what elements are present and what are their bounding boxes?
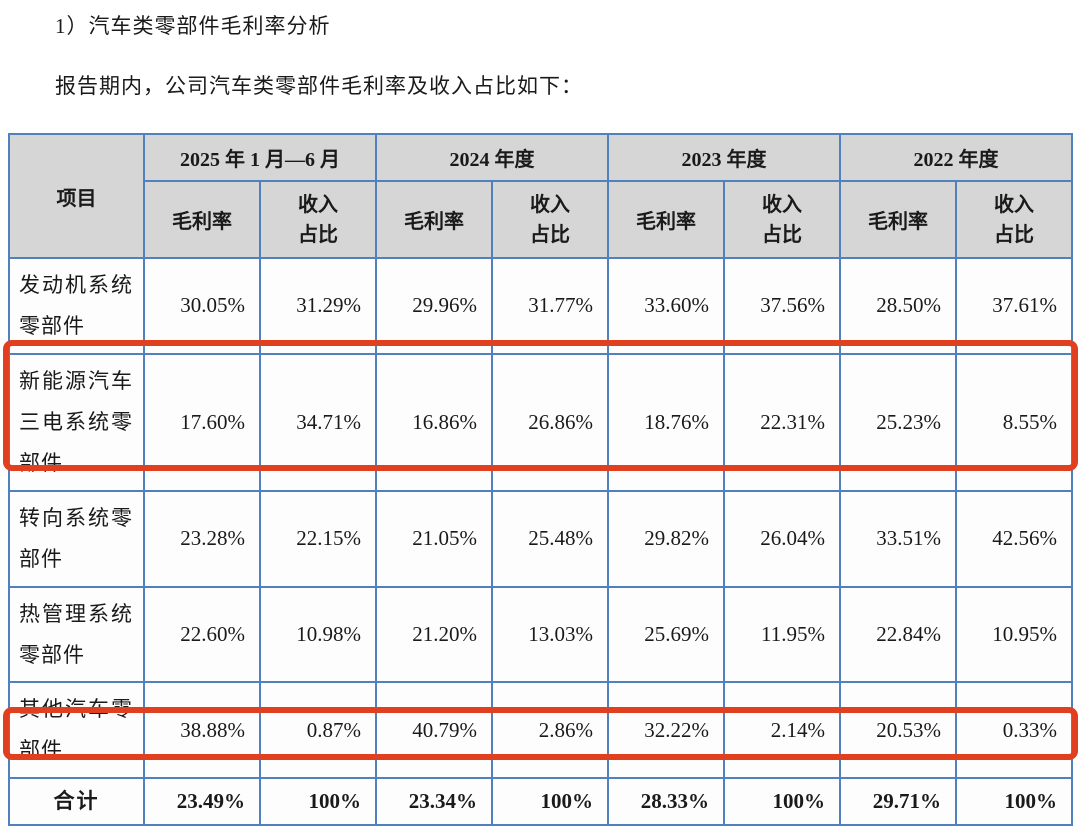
cell-value: 17.60% <box>143 352 261 492</box>
cell-value: 29.82% <box>607 489 725 588</box>
cell-value: 22.60% <box>143 585 261 684</box>
table-row-other-parts: 其他汽车零部件 38.88% 0.87% 40.79% 2.86% 32.22%… <box>8 681 1073 780</box>
cell-value: 100% <box>955 777 1073 826</box>
cell-value: 29.96% <box>375 257 493 355</box>
row-label: 转向系统零部件 <box>8 489 145 588</box>
cell-value: 21.20% <box>375 585 493 684</box>
col-header-item: 项目 <box>8 133 145 259</box>
cell-value: 33.60% <box>607 257 725 355</box>
cell-value: 22.31% <box>723 352 841 492</box>
header-row-periods: 项目 2025 年 1 月—6 月 2024 年度 2023 年度 2022 年… <box>8 133 1073 259</box>
col-header-period-2025h1: 2025 年 1 月—6 月 <box>143 133 377 182</box>
cell-value: 0.33% <box>955 681 1073 780</box>
col-header-revenue-share-2022: 收入 占比 <box>955 180 1073 259</box>
cell-value: 100% <box>723 777 841 826</box>
row-label: 热管理系统零部件 <box>8 585 145 684</box>
cell-value: 37.61% <box>955 257 1073 355</box>
cell-value: 100% <box>491 777 609 826</box>
cell-value: 22.84% <box>839 585 957 684</box>
cell-value: 11.95% <box>723 585 841 684</box>
cell-value: 13.03% <box>491 585 609 684</box>
col-header-revenue-share-2023: 收入 占比 <box>723 180 841 259</box>
col-header-gross-margin-2024: 毛利率 <box>375 180 493 259</box>
col-header-revenue-share-2025h1: 收入 占比 <box>259 180 377 259</box>
cell-value: 38.88% <box>143 681 261 780</box>
cell-value: 10.95% <box>955 585 1073 684</box>
row-label-total: 合计 <box>8 777 145 826</box>
cell-value: 28.50% <box>839 257 957 355</box>
cell-value: 100% <box>259 777 377 826</box>
col-header-period-2022: 2022 年度 <box>839 133 1073 182</box>
cell-value: 30.05% <box>143 257 261 355</box>
cell-value: 26.04% <box>723 489 841 588</box>
cell-value: 23.49% <box>143 777 261 826</box>
cell-value: 25.48% <box>491 489 609 588</box>
table-row-thermal-parts: 热管理系统零部件 22.60% 10.98% 21.20% 13.03% 25.… <box>8 585 1073 684</box>
cell-value: 18.76% <box>607 352 725 492</box>
col-header-gross-margin-2023: 毛利率 <box>607 180 725 259</box>
cell-value: 25.23% <box>839 352 957 492</box>
col-header-gross-margin-2025h1: 毛利率 <box>143 180 261 259</box>
cell-value: 2.14% <box>723 681 841 780</box>
cell-value: 34.71% <box>259 352 377 492</box>
header-row-metrics: 毛利率 收入 占比 毛利率 收入 占比 毛利率 收入 占比 毛利率 收入 占比 <box>9 180 1073 259</box>
row-label: 发动机系统零部件 <box>8 257 145 355</box>
cell-value: 16.86% <box>375 352 493 492</box>
cell-value: 0.87% <box>259 681 377 780</box>
cell-value: 23.34% <box>375 777 493 826</box>
cell-value: 28.33% <box>607 777 725 826</box>
col-header-gross-margin-2022: 毛利率 <box>839 180 957 259</box>
table-row-nev-parts: 新能源汽车三电系统零部件 17.60% 34.71% 16.86% 26.86%… <box>8 352 1073 492</box>
cell-value: 22.15% <box>259 489 377 588</box>
cell-value: 23.28% <box>143 489 261 588</box>
row-label: 新能源汽车三电系统零部件 <box>8 352 145 492</box>
row-label: 其他汽车零部件 <box>8 681 145 780</box>
cell-value: 33.51% <box>839 489 957 588</box>
table-row-engine-parts: 发动机系统零部件 30.05% 31.29% 29.96% 31.77% 33.… <box>8 257 1073 355</box>
cell-value: 20.53% <box>839 681 957 780</box>
cell-value: 10.98% <box>259 585 377 684</box>
cell-value: 26.86% <box>491 352 609 492</box>
document-page: 1）汽车类零部件毛利率分析 报告期内，公司汽车类零部件毛利率及收入占比如下： 项… <box>3 14 1078 826</box>
intro-text: 报告期内，公司汽车类零部件毛利率及收入占比如下： <box>55 74 583 98</box>
cell-value: 8.55% <box>955 352 1073 492</box>
cell-value: 31.29% <box>259 257 377 355</box>
cell-value: 42.56% <box>955 489 1073 588</box>
table-row-steering-parts: 转向系统零部件 23.28% 22.15% 21.05% 25.48% 29.8… <box>8 489 1073 588</box>
margin-table-container: 项目 2025 年 1 月—6 月 2024 年度 2023 年度 2022 年… <box>3 133 1078 826</box>
table-row-total: 合计 23.49% 100% 23.34% 100% 28.33% 100% 2… <box>8 777 1073 826</box>
cell-value: 40.79% <box>375 681 493 780</box>
section-title: 1）汽车类零部件毛利率分析 <box>55 14 331 38</box>
cell-value: 37.56% <box>723 257 841 355</box>
cell-value: 2.86% <box>491 681 609 780</box>
cell-value: 21.05% <box>375 489 493 588</box>
cell-value: 31.77% <box>491 257 609 355</box>
cell-value: 32.22% <box>607 681 725 780</box>
margin-table: 项目 2025 年 1 月—6 月 2024 年度 2023 年度 2022 年… <box>8 133 1073 826</box>
cell-value: 25.69% <box>607 585 725 684</box>
col-header-period-2024: 2024 年度 <box>375 133 609 182</box>
cell-value: 29.71% <box>839 777 957 826</box>
col-header-revenue-share-2024: 收入 占比 <box>491 180 609 259</box>
col-header-period-2023: 2023 年度 <box>607 133 841 182</box>
